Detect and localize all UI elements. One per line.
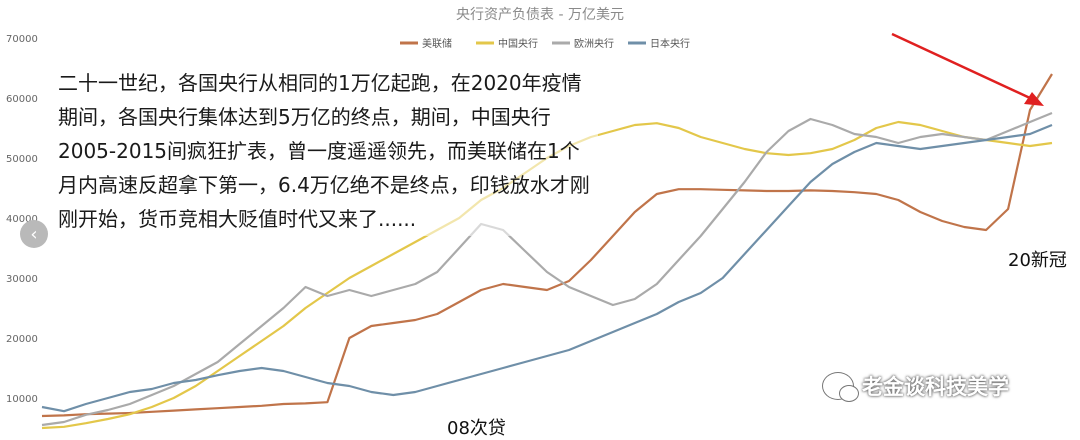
covid-annotation: 20新冠 [1008, 250, 1067, 271]
wechat-icon [822, 372, 859, 402]
red-arrow [891, 32, 1044, 106]
chart-title: 央行资产负债表 - 万亿美元 [456, 7, 624, 23]
y-tick-label: 10000 [6, 394, 38, 405]
previous-slide-button[interactable]: ‹ [20, 220, 48, 248]
legend-label: 中国央行 [498, 37, 538, 50]
y-tick-label: 50000 [6, 154, 38, 165]
legend-label: 美联储 [422, 37, 452, 50]
watermark-label: 老金谈科技美学 [862, 375, 1009, 399]
chart-legend: 美联储 中国央行 欧洲央行 日本央行 [400, 37, 690, 50]
crisis-2008-annotation: 08次贷 [447, 418, 506, 439]
y-axis: 10000 20000 30000 40000 50000 60000 70000 [6, 34, 38, 405]
y-tick-label: 40000 [6, 214, 38, 225]
red-arrow-head [1024, 92, 1044, 106]
chevron-left-icon: ‹ [30, 223, 38, 245]
series-line-4 [41, 123, 1053, 413]
series-line-3 [41, 111, 1053, 427]
commentary-text: 二十一世纪，各国央行从相同的1万亿起跑，在2020年疫情期间，各国央行集体达到5… [58, 66, 598, 236]
y-tick-label: 70000 [6, 34, 38, 45]
y-tick-label: 60000 [6, 94, 38, 105]
series-line-1 [41, 73, 1053, 418]
legend-label: 日本央行 [650, 37, 690, 50]
legend-label: 欧洲央行 [574, 37, 614, 50]
red-arrow-line [891, 32, 1031, 100]
watermark: 老金谈科技美学 [822, 368, 1009, 404]
y-tick-label: 20000 [6, 334, 38, 345]
y-tick-label: 30000 [6, 274, 38, 285]
